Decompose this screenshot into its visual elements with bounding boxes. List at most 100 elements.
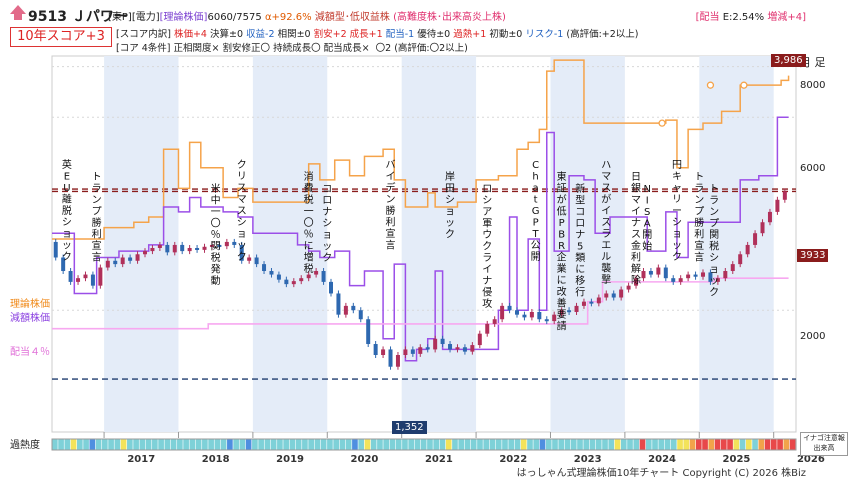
candle [663, 267, 668, 279]
candle [373, 344, 378, 356]
candle [619, 289, 624, 298]
heat-cell [270, 439, 277, 450]
heat-cell [633, 439, 640, 450]
heat-cell [383, 439, 390, 450]
heat-cell [458, 439, 465, 450]
candle [626, 285, 631, 290]
candle [105, 260, 110, 268]
candle [299, 278, 304, 282]
score-item: 成長+1 [349, 29, 383, 40]
candle [641, 271, 646, 279]
candle [314, 271, 319, 275]
axis-title: 月 足 [800, 56, 826, 69]
stock-type: 減額型･低収益株 [314, 12, 390, 23]
stock-name: Ｊパワー [71, 9, 128, 25]
heat-cell [689, 439, 696, 450]
y-tick-6000: 6000 [800, 163, 826, 174]
top-price-badge: 3,986 [771, 54, 806, 67]
heat-bar [51, 438, 797, 451]
heat-cell [189, 439, 196, 450]
x-tick-label: 2021 [425, 454, 453, 465]
heat-cell [395, 439, 402, 450]
heat-cell [408, 439, 415, 450]
candle [544, 319, 549, 322]
heat-cell [602, 439, 608, 450]
heat-cell [195, 439, 202, 450]
candle [343, 305, 348, 315]
heat-cell [289, 439, 296, 450]
heat-cell [145, 439, 152, 450]
heat-cell [95, 439, 102, 450]
stock-tags: (高難度株･出来高炎上株) [393, 12, 506, 23]
heat-cell [83, 439, 89, 450]
heat-cell [283, 439, 289, 450]
heat-cell [258, 439, 264, 450]
event-annotation: クリスマスショック [237, 159, 247, 263]
heat-cell [564, 439, 571, 450]
candle [329, 281, 333, 294]
candle [418, 347, 423, 354]
candle [492, 319, 497, 324]
heat-cell [70, 439, 77, 450]
heat-cell [727, 439, 733, 450]
candle [448, 344, 453, 350]
candle [381, 349, 386, 356]
heat-cell [470, 439, 477, 450]
candle [321, 271, 326, 282]
x-tick-label: 2019 [276, 454, 304, 465]
heat-cell [239, 439, 246, 450]
sector: [電力] [131, 12, 160, 23]
event-annotation: 東証が低 P B R 企業に改善要請 [557, 170, 567, 333]
increase-count: 増減+4] [767, 12, 806, 23]
heat-cell [433, 439, 440, 450]
candle [395, 355, 400, 367]
heat-cell [670, 439, 677, 450]
event-annotation: コロナショック [322, 184, 332, 264]
candle [671, 278, 676, 282]
candle [753, 233, 758, 245]
candle [477, 333, 482, 346]
heat-label: 過熱度 [10, 440, 40, 451]
heat-cell [545, 439, 552, 450]
event-annotation: N I S A 開始 [642, 184, 652, 253]
reference-lines [52, 188, 796, 380]
candle [180, 244, 185, 252]
candle [552, 314, 557, 322]
candle [247, 257, 252, 261]
year-band [104, 56, 179, 432]
candle [120, 257, 125, 265]
year-bands [51, 55, 797, 433]
heat-cell [720, 439, 727, 450]
candle [767, 211, 772, 223]
candle [425, 347, 430, 350]
heat-cell [89, 439, 96, 450]
heat-cell [777, 439, 783, 450]
heat-cell [714, 439, 721, 450]
candle [581, 301, 586, 306]
event-annotation: トランプ勝利宣言 [694, 172, 704, 264]
heat-cell [439, 439, 446, 450]
candle [738, 254, 743, 265]
heat-cell [589, 439, 596, 450]
candle [403, 349, 408, 356]
heat-cell [227, 439, 233, 450]
heat-cell [539, 439, 546, 450]
heat-cell [502, 439, 508, 450]
candle [53, 241, 58, 258]
score-item: 初動±0 [489, 29, 523, 40]
candle [634, 278, 639, 286]
score-badge: 10年スコア+3 [10, 27, 112, 47]
candle [195, 247, 200, 250]
candle [611, 293, 616, 298]
candle [507, 305, 512, 311]
x-tick-label: 2020 [351, 454, 379, 465]
core-item: 配当成長× [323, 43, 370, 54]
candle [537, 311, 542, 320]
event-annotation: 新型コロナ 5 類に移行 [575, 182, 585, 299]
core-prefix: [コア 4条件] [116, 43, 171, 54]
core-suffix: (高評価:〇2以上) [394, 43, 468, 54]
candle [291, 281, 296, 285]
candle [157, 244, 162, 248]
candle [693, 274, 698, 277]
